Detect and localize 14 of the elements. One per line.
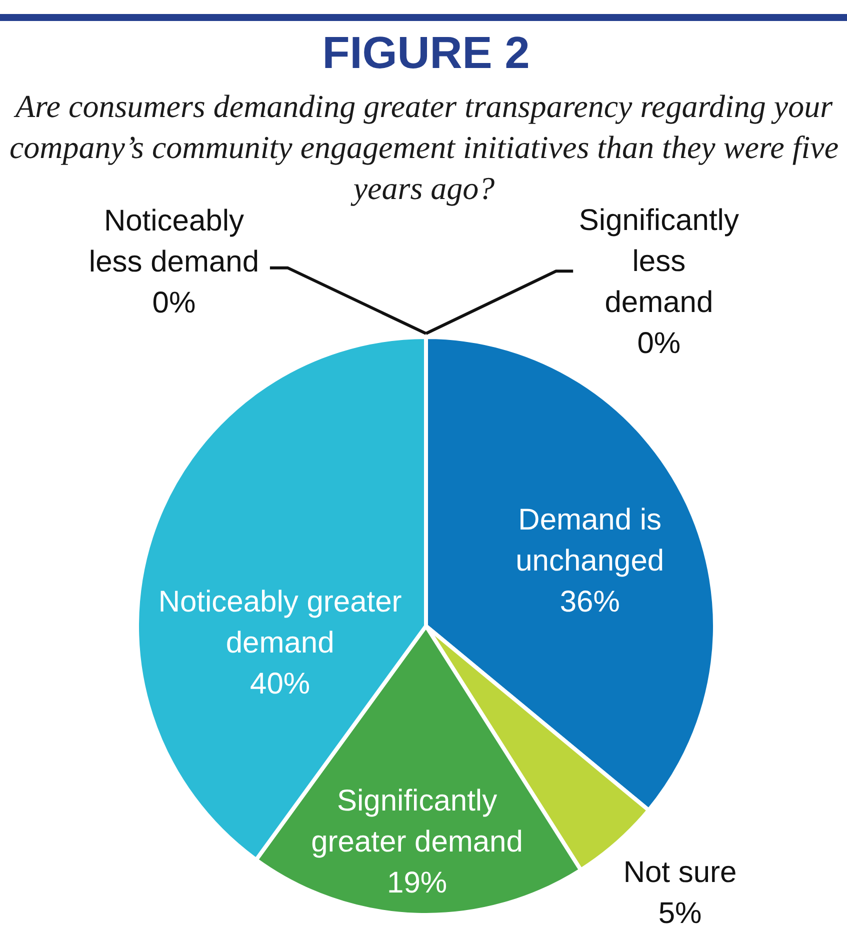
category-label: Significantly less demand xyxy=(578,204,739,320)
data-label: 5% xyxy=(658,897,702,930)
data-label: 36% xyxy=(560,585,620,618)
slice-label: Significantly greater demand xyxy=(311,784,523,858)
slice-label: Not sure xyxy=(623,856,737,890)
text: 0% xyxy=(152,286,196,320)
text: 0% xyxy=(637,327,681,360)
category-label: Noticeably less demand xyxy=(88,204,260,278)
chart-title: FIGURE 2 xyxy=(322,27,530,78)
data-label: 19% xyxy=(387,866,448,900)
chart-subtitle: Are consumers demanding greater transparency regarding your company’s community engagement initiatives than they were five years ago? xyxy=(9,88,839,206)
data-label: 40% xyxy=(250,668,310,701)
slice-label: Noticeably greater demand xyxy=(158,586,402,660)
slice-label: Demand is unchanged xyxy=(516,503,664,578)
